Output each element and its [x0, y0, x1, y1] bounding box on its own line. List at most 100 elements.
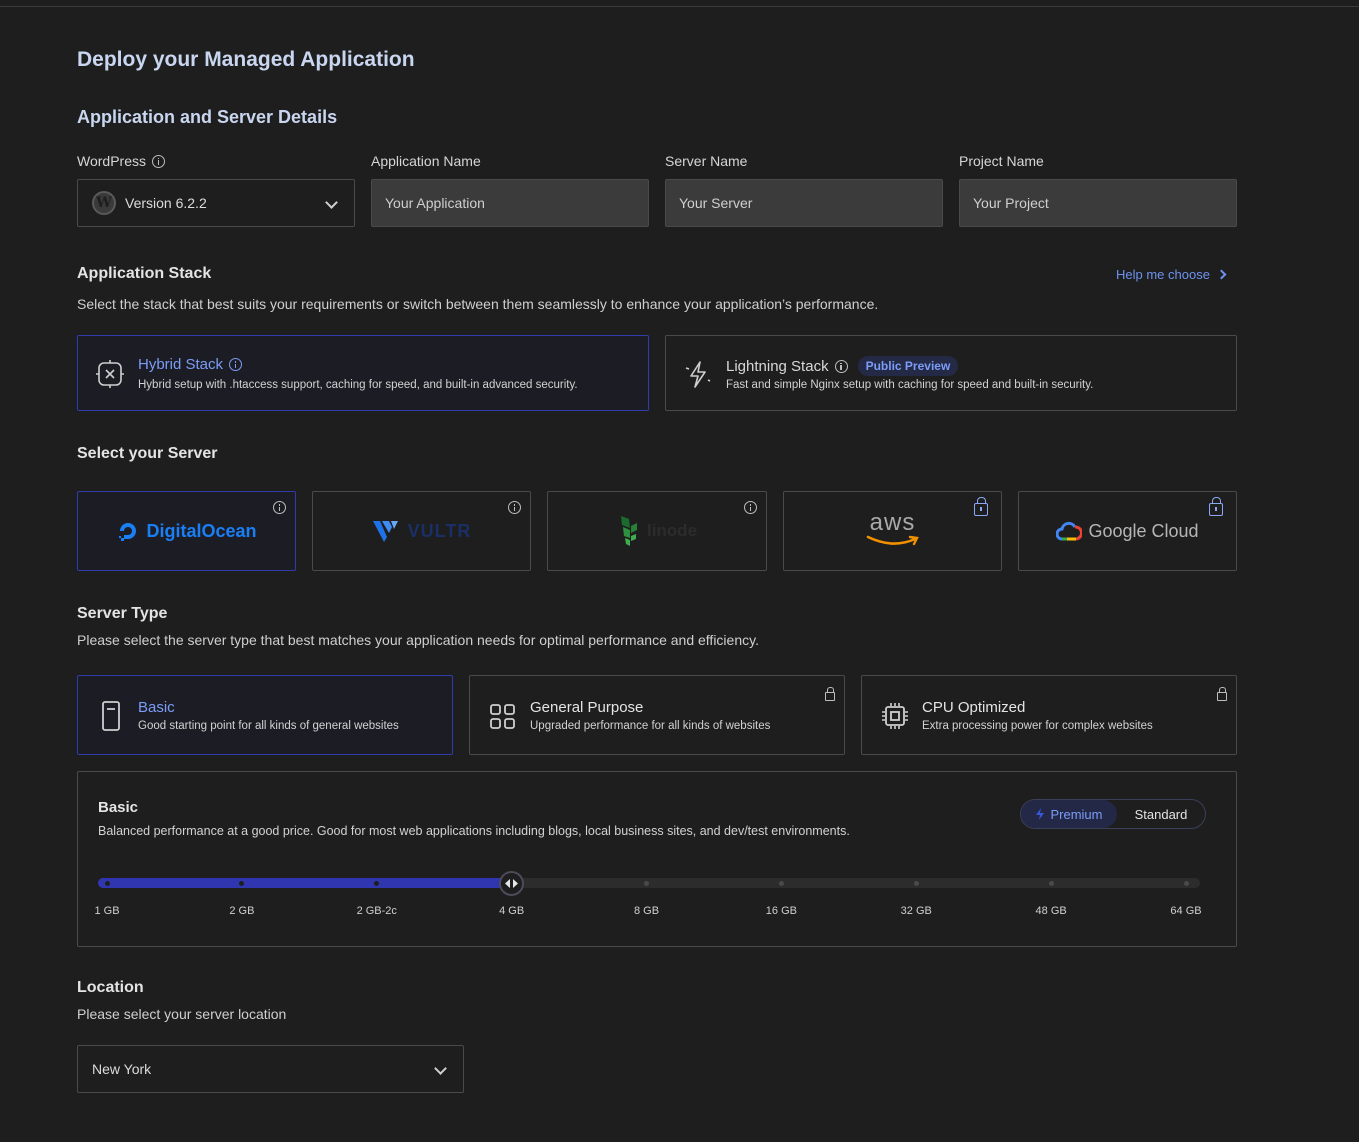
wordpress-version-select[interactable]: W Version 6.2.2 — [77, 179, 355, 227]
standard-toggle-option[interactable]: Standard — [1134, 806, 1188, 822]
lightning-icon — [685, 361, 711, 388]
hybrid-stack-name: Hybrid Stack — [138, 356, 224, 373]
linode-logo-icon — [620, 516, 637, 546]
provider-linode[interactable]: linode — [547, 491, 767, 571]
provider-vultr[interactable]: VULTR — [312, 491, 531, 571]
slider-step-dot[interactable] — [778, 880, 784, 886]
size-tick-label[interactable]: 8 GB — [633, 905, 660, 917]
lock-icon — [825, 687, 835, 701]
public-preview-badge: Public Preview — [857, 356, 959, 376]
aws-logo: aws — [865, 511, 921, 547]
digitalocean-logo-icon — [119, 523, 137, 541]
info-icon[interactable] — [273, 501, 286, 514]
cpu-icon — [882, 703, 908, 729]
chevron-down-icon — [325, 196, 338, 209]
server-type-title: Server Type — [77, 605, 168, 622]
stack-description: Select the stack that best suits your re… — [77, 296, 879, 312]
general-purpose-type-name: General Purpose — [530, 699, 644, 716]
grid-icon — [490, 704, 515, 729]
slider-step-dot[interactable] — [1183, 880, 1189, 886]
hybrid-stack-card[interactable]: Hybrid Stack Hybrid setup with .htaccess… — [77, 335, 649, 411]
hybrid-stack-icon — [96, 360, 124, 388]
drag-arrows-icon — [505, 879, 519, 888]
slider-fill — [98, 878, 512, 888]
page-title: Deploy your Managed Application — [77, 48, 415, 71]
google-cloud-label: Google Cloud — [1088, 520, 1199, 541]
chevron-down-icon — [434, 1062, 447, 1075]
vultr-label: VULTR — [407, 520, 472, 541]
lock-icon — [974, 497, 988, 516]
basic-type-description: Good starting point for all kinds of gen… — [138, 720, 399, 732]
size-tick-label[interactable]: 64 GB — [1170, 905, 1202, 917]
server-name-input[interactable] — [665, 179, 943, 227]
cpu-optimized-type-description: Extra processing power for complex websi… — [922, 720, 1153, 732]
details-section-title: Application and Server Details — [77, 107, 338, 127]
basic-type-name: Basic — [138, 699, 175, 716]
app-name-label: Application Name — [371, 153, 481, 169]
app-name-input[interactable] — [371, 179, 649, 227]
premium-toggle-option[interactable]: Premium — [1021, 800, 1117, 828]
plan-tier-toggle[interactable]: Premium Standard — [1020, 799, 1206, 829]
info-icon[interactable] — [834, 359, 848, 373]
size-tick-label[interactable]: 1 GB — [94, 905, 120, 917]
help-link-label: Help me choose — [1116, 267, 1210, 282]
digitalocean-label: DigitalOcean — [146, 520, 257, 541]
hybrid-stack-title: Hybrid Stack — [138, 356, 243, 373]
slider-step-dot[interactable] — [374, 880, 380, 886]
lightning-stack-title: Lightning Stack Public Preview — [726, 356, 959, 376]
lightning-stack-description: Fast and simple Nginx setup with caching… — [726, 379, 1094, 391]
slider-step-dot[interactable] — [239, 880, 245, 886]
project-name-input[interactable] — [959, 179, 1237, 227]
server-type-basic[interactable]: Basic Good starting point for all kinds … — [77, 675, 453, 755]
location-select[interactable]: New York — [77, 1045, 464, 1093]
plan-description: Balanced performance at a good price. Go… — [98, 824, 850, 838]
top-divider — [0, 6, 1359, 7]
google-cloud-logo-icon — [1056, 521, 1083, 541]
size-tick-label[interactable]: 32 GB — [900, 905, 932, 917]
info-icon[interactable] — [229, 358, 243, 371]
linode-label: linode — [646, 521, 698, 540]
lightning-stack-card[interactable]: Lightning Stack Public Preview Fast and … — [665, 335, 1237, 411]
general-purpose-type-description: Upgraded performance for all kinds of we… — [530, 720, 771, 732]
slider-step-dot[interactable] — [913, 880, 919, 886]
chevron-right-icon — [1216, 269, 1227, 280]
location-title: Location — [77, 979, 144, 996]
slider-handle[interactable] — [499, 871, 525, 896]
info-icon[interactable] — [508, 501, 521, 514]
provider-google-cloud[interactable]: Google Cloud — [1018, 491, 1237, 571]
plan-title: Basic — [98, 799, 139, 816]
info-icon[interactable] — [151, 154, 165, 168]
slider-step-dot[interactable] — [644, 880, 649, 886]
vultr-logo-icon — [372, 521, 398, 542]
project-name-label: Project Name — [959, 153, 1044, 169]
size-tick-label[interactable]: 4 GB — [499, 905, 525, 917]
size-tick-label[interactable]: 2 GB — [229, 905, 255, 917]
provider-aws[interactable]: aws — [783, 491, 1002, 571]
aws-label: aws — [869, 509, 916, 536]
info-icon[interactable] — [744, 501, 757, 514]
server-type-general-purpose[interactable]: General Purpose Upgraded performance for… — [469, 675, 845, 755]
size-tick-label[interactable]: 16 GB — [765, 905, 797, 917]
server-basic-icon — [102, 701, 120, 731]
server-type-description: Please select the server type that best … — [77, 632, 759, 648]
wordpress-logo-icon: W — [92, 191, 116, 215]
location-value: New York — [92, 1061, 152, 1077]
lightning-stack-name: Lightning Stack — [726, 357, 829, 375]
provider-digitalocean[interactable]: DigitalOcean — [77, 491, 296, 571]
server-name-label: Server Name — [665, 153, 748, 169]
wordpress-label: WordPress — [77, 153, 165, 169]
size-tick-label[interactable]: 2 GB-2c — [356, 905, 397, 917]
premium-label: Premium — [1050, 806, 1103, 822]
aws-smile-icon — [866, 535, 919, 546]
stack-section-title: Application Stack — [77, 265, 212, 282]
server-type-cpu-optimized[interactable]: CPU Optimized Extra processing power for… — [861, 675, 1237, 755]
server-section-title: Select your Server — [77, 445, 218, 462]
slider-step-dot[interactable] — [104, 880, 110, 886]
size-slider[interactable] — [98, 871, 1200, 896]
slider-step-dot[interactable] — [1048, 880, 1054, 886]
wordpress-version-value: Version 6.2.2 — [125, 195, 207, 211]
cpu-optimized-type-name: CPU Optimized — [922, 699, 1026, 716]
help-me-choose-link[interactable]: Help me choose — [1116, 267, 1227, 282]
size-tick-label[interactable]: 48 GB — [1035, 905, 1067, 917]
hybrid-stack-description: Hybrid setup with .htaccess support, cac… — [138, 379, 578, 391]
